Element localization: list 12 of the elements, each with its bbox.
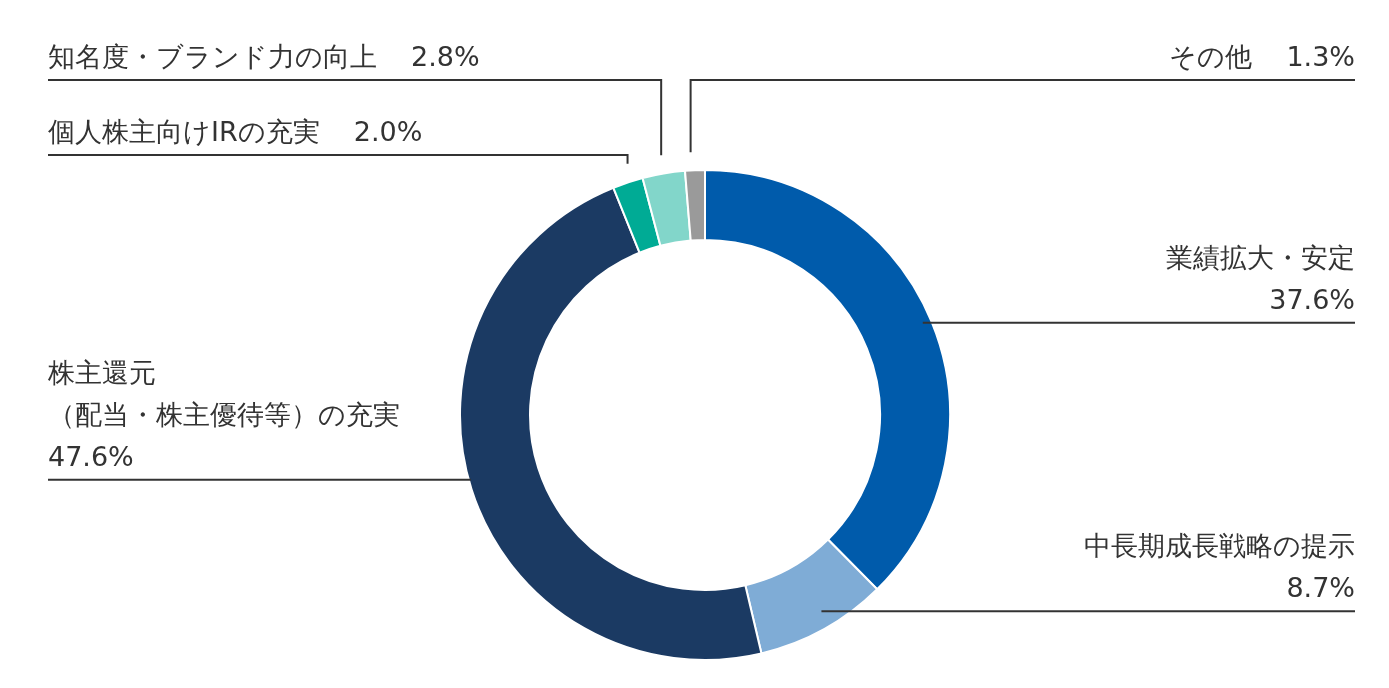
data-label: 37.6%: [1269, 283, 1355, 315]
data-label: 47.6%: [48, 440, 134, 472]
slice-label: その他: [1169, 41, 1253, 72]
slice-label: 知名度・ブランド力の向上: [48, 41, 377, 72]
slice-label: 株主還元（配当・株主優待等）の充実: [47, 356, 400, 430]
data-label: 2.0%: [353, 116, 423, 147]
data-label: 1.3%: [1286, 41, 1355, 72]
slice-label: 中長期成長戦略の提示: [1084, 530, 1355, 562]
slice-label: 個人株主向けIRの充実: [48, 116, 320, 147]
data-label: 8.7%: [1286, 572, 1355, 604]
data-label: 2.8%: [411, 41, 480, 72]
slice-label: 業績拡大・安定: [1166, 241, 1355, 273]
